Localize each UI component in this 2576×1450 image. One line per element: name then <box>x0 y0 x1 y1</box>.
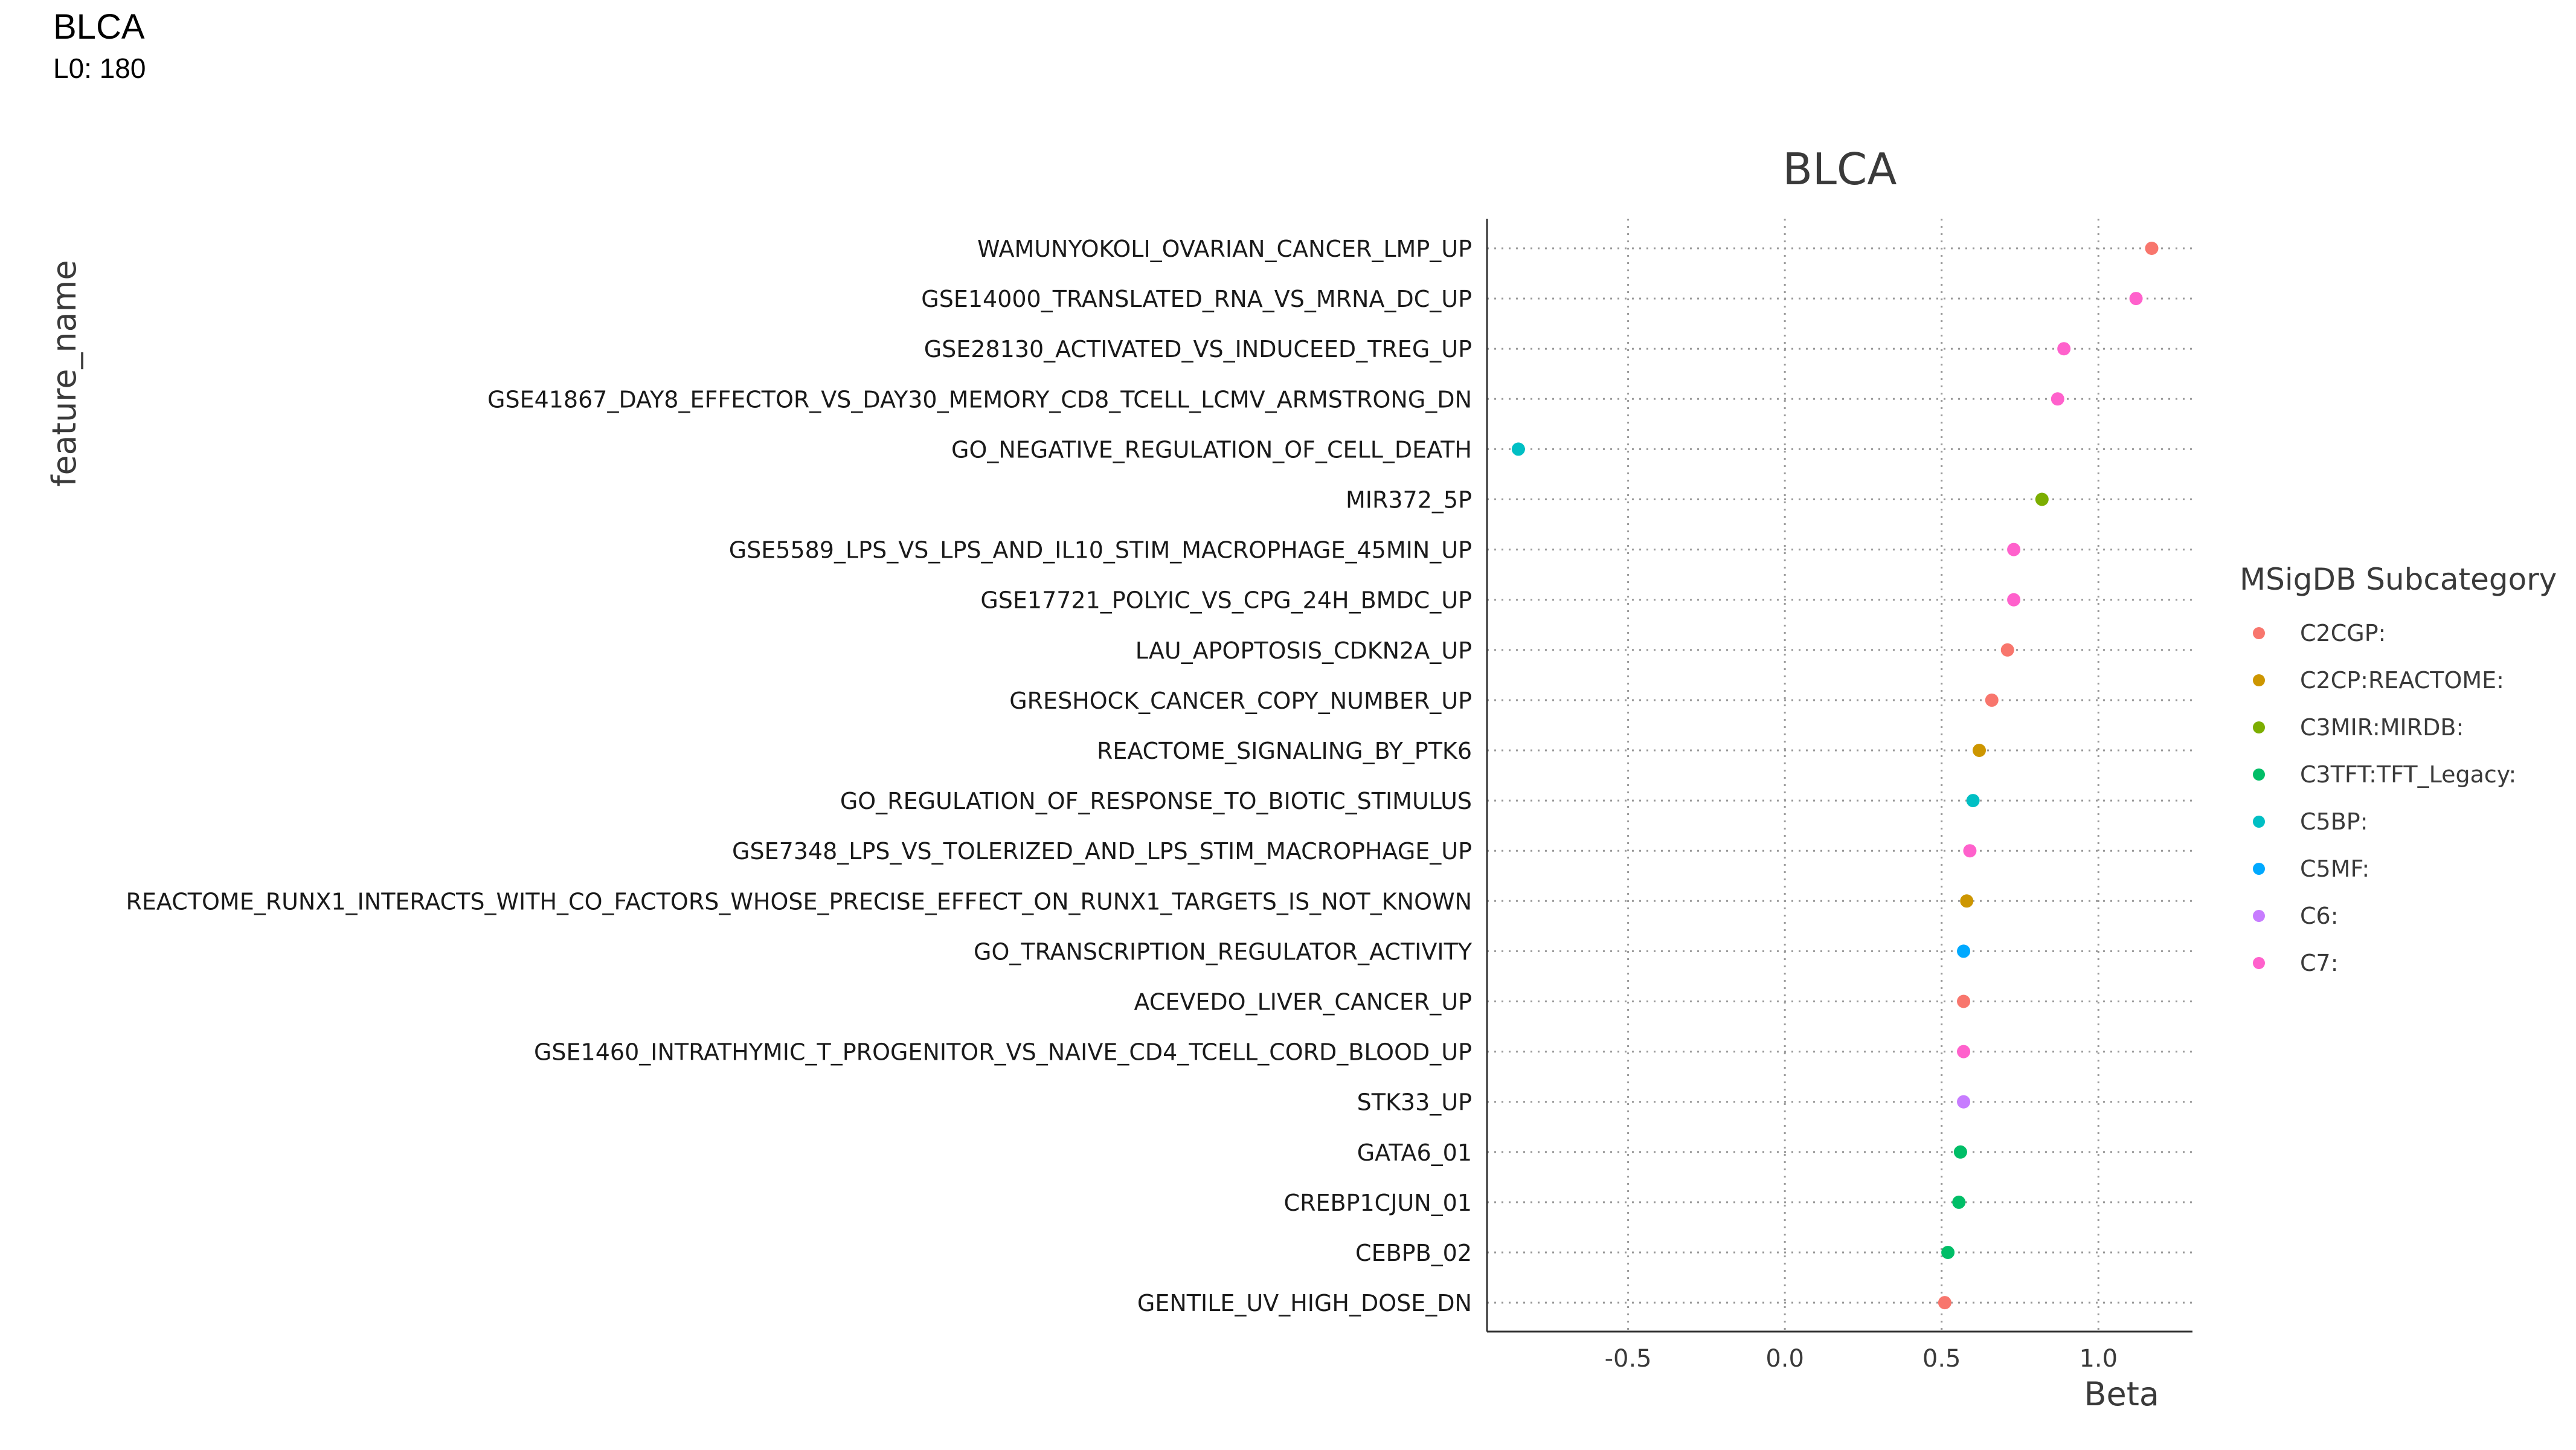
legend-label: C3MIR:MIRDB: <box>2300 714 2464 741</box>
legend-key <box>2253 816 2265 828</box>
legend-key <box>2253 957 2265 969</box>
legend-key <box>2253 721 2265 733</box>
feature-label: STK33_UP <box>1357 1089 1472 1116</box>
y-tick-labels: WAMUNYOKOLI_OVARIAN_CANCER_LMP_UP GSE1400… <box>126 236 1473 1316</box>
feature-label: REACTOME_SIGNALING_BY_PTK6 <box>1097 738 1472 764</box>
legend-label: C7: <box>2300 950 2339 976</box>
data-point <box>1938 1296 1951 1310</box>
feature-label: LAU_APOPTOSIS_CDKN2A_UP <box>1135 637 1472 664</box>
feature-label: MIR372_5P <box>1346 487 1472 514</box>
legend-label: C6: <box>2300 903 2339 929</box>
legend-key <box>2253 768 2265 781</box>
feature-label: GSE1460_INTRATHYMIC_T_PROGENITOR_VS_NAIV… <box>534 1039 1472 1066</box>
feature-label: GENTILE_UV_HIGH_DOSE_DN <box>1137 1290 1472 1316</box>
page-header: BLCA L0: 180 <box>53 6 146 85</box>
legend-title: MSigDB Subcategory <box>2240 562 2557 597</box>
data-points <box>1511 242 2159 1310</box>
legend-label: C2CGP: <box>2300 620 2386 646</box>
feature-label: GSE7348_LPS_VS_TOLERIZED_AND_LPS_STIM_MA… <box>732 838 1472 865</box>
grid-lines <box>1487 219 2192 1332</box>
feature-label: GSE17721_POLYIC_VS_CPG_24H_BMDC_UP <box>980 587 1472 614</box>
feature-label: CREBP1CJUN_01 <box>1284 1190 1472 1216</box>
y-axis-title: feature_name <box>45 260 83 486</box>
data-point <box>2007 543 2021 556</box>
legend-label: C5MF: <box>2300 856 2369 882</box>
legend-key <box>2253 627 2265 639</box>
feature-label: GSE28130_ACTIVATED_VS_INDUCEED_TREG_UP <box>924 336 1472 362</box>
legend-key <box>2253 674 2265 686</box>
legend-label: C5BP: <box>2300 808 2368 835</box>
data-point <box>1960 894 1974 908</box>
legend: MSigDB Subcategory C2CGP: C2CP:REACTOME: C… <box>2240 562 2557 976</box>
x-tick-label: 0.5 <box>1922 1345 1961 1373</box>
chart-title: BLCA <box>1782 144 1897 195</box>
data-point <box>2057 342 2071 356</box>
data-point <box>1952 1195 1966 1209</box>
legend-label: C3TFT:TFT_Legacy: <box>2300 761 2516 788</box>
data-point <box>1957 1095 1971 1109</box>
data-point <box>1985 693 1999 707</box>
feature-label: GATA6_01 <box>1357 1139 1472 1166</box>
data-point <box>2000 643 2014 657</box>
data-point <box>2051 392 2064 406</box>
data-point <box>1953 1145 1967 1159</box>
feature-label: GSE5589_LPS_VS_LPS_AND_IL10_STIM_MACROPH… <box>729 537 1472 564</box>
data-point <box>1957 994 1971 1008</box>
data-point <box>2007 593 2021 607</box>
feature-label: GO_TRANSCRIPTION_REGULATOR_ACTIVITY <box>974 938 1473 965</box>
page-title: BLCA <box>53 7 145 47</box>
legend-key <box>2253 863 2265 875</box>
legend-label: C2CP:REACTOME: <box>2300 667 2504 694</box>
data-point <box>1973 744 1987 757</box>
data-point <box>1957 1045 1971 1058</box>
data-point <box>2145 242 2159 255</box>
feature-label: REACTOME_RUNX1_INTERACTS_WITH_CO_FACTORS… <box>126 888 1472 915</box>
x-tick-label: 1.0 <box>2079 1345 2118 1373</box>
data-point <box>2035 492 2049 506</box>
data-point <box>1966 794 1980 808</box>
x-tick-labels: -0.5 0.0 0.5 1.0 <box>1605 1345 2118 1373</box>
axes <box>1486 219 2192 1333</box>
page-subtitle: L0: 180 <box>53 52 146 84</box>
x-tick-label: 0.0 <box>1765 1345 1804 1373</box>
data-point <box>1941 1246 1955 1259</box>
feature-label: GO_REGULATION_OF_RESPONSE_TO_BIOTIC_STIM… <box>840 788 1472 814</box>
feature-label: GRESHOCK_CANCER_COPY_NUMBER_UP <box>1009 688 1472 714</box>
data-point <box>1963 844 1977 858</box>
data-point <box>1511 442 1525 456</box>
data-point <box>2129 292 2143 306</box>
feature-label: GSE41867_DAY8_EFFECTOR_VS_DAY30_MEMORY_C… <box>487 386 1472 413</box>
data-point <box>1957 944 1971 958</box>
x-axis-title: Beta <box>2084 1375 2159 1413</box>
feature-label: CEBPB_02 <box>1355 1240 1472 1266</box>
feature-label: GO_NEGATIVE_REGULATION_OF_CELL_DEATH <box>951 436 1472 463</box>
feature-label: ACEVEDO_LIVER_CANCER_UP <box>1134 989 1472 1016</box>
feature-label: WAMUNYOKOLI_OVARIAN_CANCER_LMP_UP <box>977 236 1472 262</box>
x-tick-label: -0.5 <box>1605 1345 1652 1373</box>
legend-key <box>2253 910 2265 922</box>
feature-label: GSE14000_TRANSLATED_RNA_VS_MRNA_DC_UP <box>921 286 1472 312</box>
